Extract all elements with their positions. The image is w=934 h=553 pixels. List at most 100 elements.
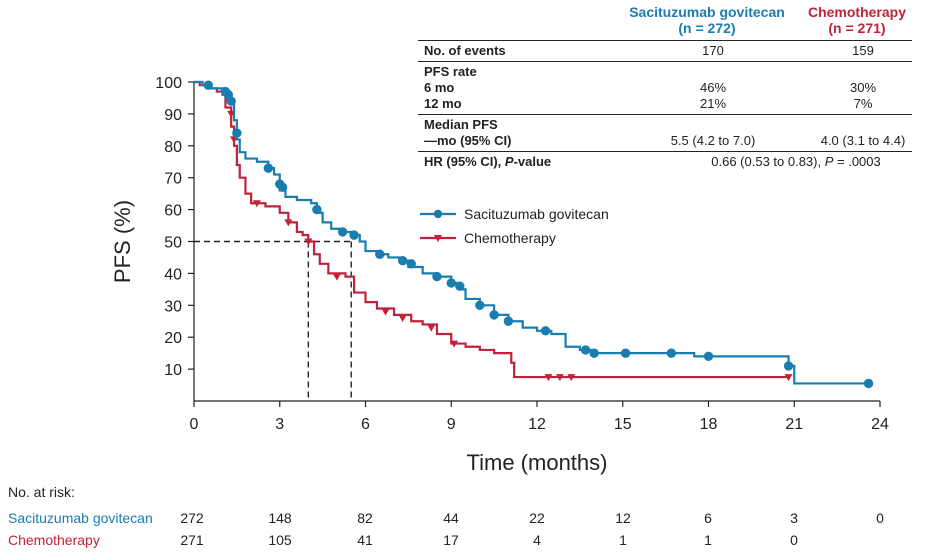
risk-sg-value: 82: [357, 510, 373, 526]
sg-censor-marker: [580, 345, 591, 355]
x-tick-label: 12: [528, 416, 546, 433]
row-pfs-rate: PFS rate 6 mo 46% 30% 12 mo 21% 7%: [418, 61, 912, 114]
twelve-mo-sg: 21%: [699, 96, 727, 111]
sg-censor-marker: [489, 310, 499, 320]
y-ticks: 10 20 30 40 50 60 70 80 90 100: [155, 75, 194, 379]
median-sg: 5.5 (4.2 to 7.0): [670, 133, 756, 148]
x-tick-label: 6: [361, 416, 370, 433]
sg-censor-marker: [503, 316, 514, 326]
sg-censor-marker: [620, 348, 631, 358]
chemo-censor-marker: [252, 200, 261, 208]
sg-censor-marker: [337, 227, 348, 237]
legend-sg-label: Sacituzumab govitecan: [464, 206, 609, 222]
six-mo-label: 6 mo: [424, 80, 455, 95]
risk-ch-value: 271: [180, 532, 204, 548]
legend: Sacituzumab govitecan Chemotherapy: [420, 206, 609, 246]
sg-censor-marker: [277, 182, 288, 192]
y-tick-label: 60: [164, 203, 182, 220]
hr-value-p: P: [824, 154, 834, 169]
hr-label-p: P: [504, 154, 514, 169]
header-ch-n: (n = 271): [828, 20, 886, 36]
sg-censor-marker: [203, 80, 213, 90]
risk-sg-value: 6: [704, 510, 712, 526]
legend-ch-label: Chemotherapy: [464, 230, 556, 246]
sg-censor-marker: [703, 351, 714, 362]
risk-ch-value: 1: [619, 532, 627, 548]
table-header: Sacituzumab govitecan (n = 272) Chemothe…: [418, 4, 912, 40]
statistics-table: Sacituzumab govitecan (n = 272) Chemothe…: [418, 4, 912, 172]
x-tick-label: 24: [871, 416, 889, 433]
median-reference-lines: [194, 240, 352, 401]
x-tick-label: 18: [700, 416, 718, 433]
chemo-censor-marker: [284, 219, 293, 227]
risk-sg-value: 3: [790, 510, 798, 526]
header-sg-n: (n = 272): [678, 20, 736, 36]
x-tick-label: 0: [190, 416, 199, 433]
risk-sg-value: 22: [529, 510, 545, 526]
legend-sg-marker: [433, 209, 443, 219]
risk-ch-value: 17: [443, 532, 459, 548]
y-tick-label: 10: [164, 362, 182, 379]
chemo-censor-marker: [784, 374, 793, 382]
chemo-censor-marker: [332, 273, 341, 281]
x-tick-label: 9: [447, 416, 456, 433]
chemo-censor-marker: [304, 238, 313, 246]
x-ticks: 0 3 6 9 12 15 18 21 24: [190, 401, 889, 433]
sg-censor-marker: [226, 96, 236, 106]
events-sg: 170: [702, 43, 724, 58]
legend-ch-marker: [434, 235, 442, 242]
header-ch-name: Chemotherapy: [807, 4, 907, 20]
pfs-rate-label: PFS rate: [424, 64, 477, 79]
y-axis-label: PFS (%): [110, 200, 135, 283]
y-tick-label: 20: [164, 330, 182, 347]
sg-censor-marker: [540, 326, 551, 336]
sg-censor-marker: [863, 378, 874, 389]
median-ch: 4.0 (3.1 to 4.4): [820, 133, 906, 148]
hr-value-suffix: = .0003: [833, 154, 881, 169]
events-label: No. of events: [424, 43, 506, 58]
risk-sg-label: Sacituzumab govitecan: [8, 510, 153, 526]
sg-censor-marker: [589, 348, 599, 358]
sg-censor-marker: [232, 128, 242, 138]
chemo-censor-marker: [544, 374, 553, 382]
sg-censor-marker: [375, 249, 385, 259]
sg-survival-curve: [194, 80, 869, 385]
chemo-censor-marker: [555, 374, 564, 382]
header-sacituzumab: Sacituzumab govitecan (n = 272): [612, 4, 802, 36]
x-tick-label: 21: [785, 416, 803, 433]
x-axis-label: Time (months): [467, 450, 608, 475]
risk-sg-value: 0: [876, 510, 884, 526]
risk-sg-value: 12: [615, 510, 631, 526]
risk-ch-value: 4: [533, 532, 541, 548]
risk-sg-value: 272: [180, 510, 204, 526]
risk-ch-value: 105: [268, 532, 292, 548]
row-hazard-ratio: HR (95% CI), P-value 0.66 (0.53 to 0.83)…: [418, 151, 912, 172]
x-tick-label: 3: [275, 416, 284, 433]
risk-sg-value: 148: [268, 510, 292, 526]
pfs-chart: 10 20 30 40 50 60 70 80 90 100 0 3 6 9 12 15 18 21 24 PFS…: [110, 75, 889, 475]
y-tick-label: 90: [164, 107, 182, 124]
sg-censor-marker: [263, 163, 274, 173]
risk-ch-value: 41: [357, 532, 373, 548]
y-tick-label: 50: [164, 235, 182, 252]
sg-censor-marker: [406, 259, 416, 269]
header-chemotherapy: Chemotherapy (n = 271): [802, 4, 912, 36]
risk-row-sacituzumab: Sacituzumab govitecan 272 148 82 44 22 1…: [0, 510, 934, 530]
header-sg-name: Sacituzumab govitecan: [629, 4, 785, 20]
sg-censor-marker: [349, 230, 359, 240]
sg-censor-marker: [432, 271, 442, 282]
series-sacituzumab: [194, 80, 874, 389]
hr-label-suffix: -value: [513, 154, 552, 169]
six-mo-sg: 46%: [699, 80, 727, 95]
sg-censor-marker: [455, 281, 465, 291]
risk-row-chemotherapy: Chemotherapy 271 105 41 17 4 1 1 0: [0, 532, 934, 552]
row-events: No. of events 170 159: [418, 40, 912, 61]
risk-ch-value: 0: [790, 532, 798, 548]
twelve-mo-ch: 7%: [853, 96, 873, 111]
median-label: Median PFS: [424, 117, 498, 132]
chemo-censor-marker: [450, 340, 459, 348]
events-ch: 159: [852, 43, 874, 58]
twelve-mo-label: 12 mo: [424, 96, 462, 111]
hr-value: 0.66 (0.53 to 0.83), P = .0003: [674, 154, 918, 170]
chemo-censor-marker: [398, 315, 407, 323]
